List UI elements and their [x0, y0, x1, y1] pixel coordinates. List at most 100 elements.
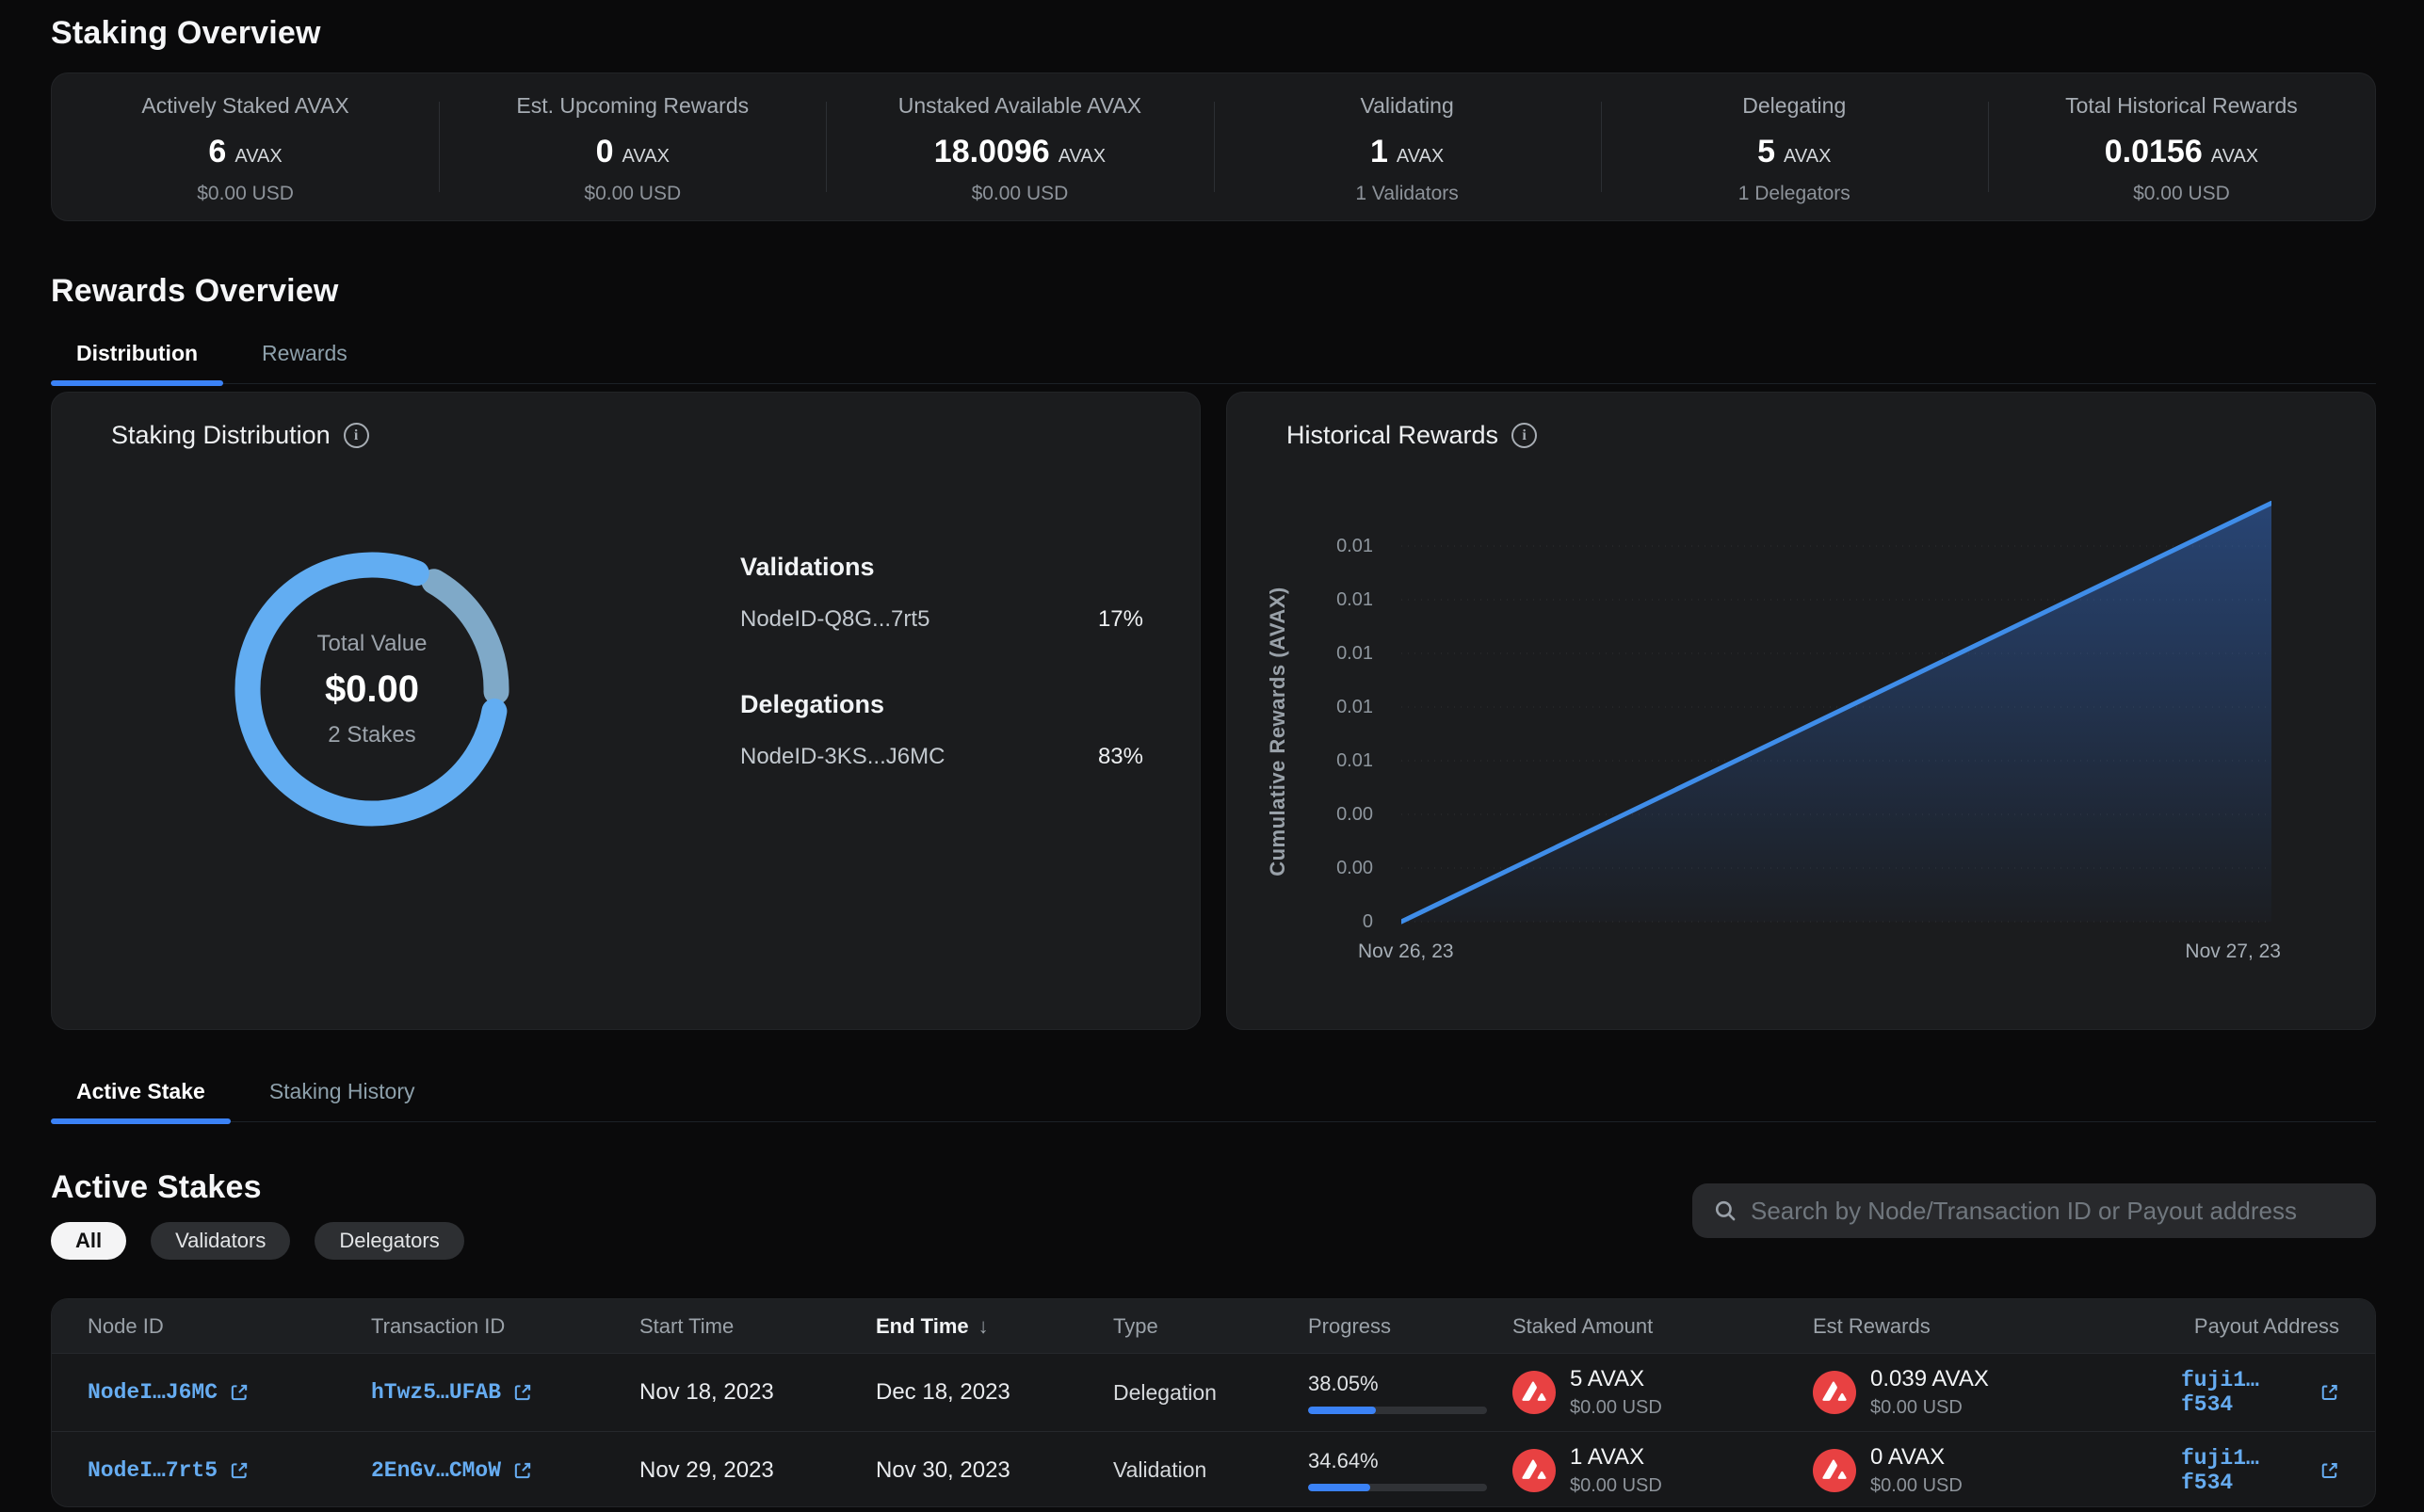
staked-amount: 5 AVAX: [1570, 1366, 1645, 1391]
y-axis-tick: 0.01: [1336, 589, 1373, 610]
progress-bar: [1308, 1406, 1487, 1414]
staked-amount-cell: 5 AVAX $0.00 USD: [1512, 1366, 1813, 1419]
progress-percent: 34.64%: [1308, 1449, 1379, 1472]
rewards-tabs: Distribution Rewards: [51, 335, 2376, 386]
filter-validators[interactable]: Validators: [151, 1222, 291, 1260]
col-est-rewards[interactable]: Est Rewards: [1813, 1313, 1931, 1338]
search-icon: [1715, 1200, 1736, 1221]
external-link-icon: [514, 1384, 531, 1401]
est-rewards: 0 AVAX: [1870, 1443, 1946, 1470]
stat-sub: 1 Validators: [1355, 182, 1459, 204]
delegations-block: Delegations NodeID-3KS...J6MC 83%: [740, 690, 1143, 770]
staked-amount: 1 AVAX: [1570, 1443, 1645, 1470]
col-staked-amount[interactable]: Staked Amount: [1512, 1313, 1654, 1338]
stat-label: Delegating: [1742, 92, 1847, 118]
external-link-icon: [2321, 1385, 2337, 1400]
col-start-time[interactable]: Start Time: [639, 1313, 735, 1338]
table-row[interactable]: NodeI…J6MC hTwz5…UFAB Nov 18, 2023 Dec 1…: [52, 1354, 2375, 1431]
est-rewards-cell: 0 AVAX $0.00 USD: [1813, 1444, 2181, 1497]
staked-usd: $0.00 USD: [1570, 1397, 1662, 1418]
stat-unit: AVAX: [234, 145, 283, 167]
stat-value: 6: [208, 133, 227, 169]
validation-item[interactable]: NodeID-Q8G...7rt5 17%: [740, 606, 1143, 633]
node-id-link[interactable]: NodeI…7rt5: [88, 1458, 371, 1483]
y-axis-tick: 0: [1362, 911, 1373, 932]
delegations-heading: Delegations: [740, 690, 885, 718]
staked-amount-cell: 1 AVAX $0.00 USD: [1512, 1444, 1813, 1497]
stat-sub: $0.00 USD: [971, 182, 1069, 204]
avax-token-icon: [1813, 1448, 1856, 1492]
payout-address-link[interactable]: fuji1…f534: [2181, 1446, 2339, 1495]
stat-value: 0.0156: [2104, 133, 2203, 169]
start-time: Nov 29, 2023: [639, 1456, 774, 1483]
staking-distribution-panel: Staking Distribution Total Value $0.00 2…: [51, 392, 1201, 1030]
end-time: Nov 30, 2023: [876, 1456, 1010, 1483]
validation-node-id: NodeID-Q8G...7rt5: [740, 606, 930, 632]
col-type[interactable]: Type: [1113, 1313, 1158, 1338]
stake-tabs: Active Stake Staking History: [51, 1073, 2376, 1124]
col-progress[interactable]: Progress: [1308, 1313, 1392, 1338]
progress-cell: 38.05%: [1308, 1372, 1512, 1414]
est-rewards-usd: $0.00 USD: [1870, 1397, 1963, 1418]
stat-validating: Validating 1 AVAX 1 Validators: [1213, 73, 1601, 220]
stat-sub: $0.00 USD: [2133, 182, 2230, 204]
payout-address-link[interactable]: fuji1…f534: [2181, 1368, 2339, 1417]
filter-all[interactable]: All: [51, 1222, 127, 1260]
stat-delegating: Delegating 5 AVAX 1 Delegators: [1600, 73, 1988, 220]
node-id-link[interactable]: NodeI…J6MC: [88, 1380, 371, 1405]
info-icon[interactable]: [343, 423, 369, 448]
stat-unit: AVAX: [1396, 145, 1445, 167]
col-node-id[interactable]: Node ID: [88, 1313, 164, 1338]
staking-distribution-title: Staking Distribution: [111, 421, 331, 449]
stat-unit: AVAX: [2210, 145, 2259, 167]
stat-sub: 1 Delegators: [1737, 182, 1850, 204]
table-row[interactable]: NodeI…7rt5 2EnGv…CMoW Nov 29, 2023 Nov 3…: [52, 1431, 2375, 1506]
stat-label: Validating: [1360, 92, 1454, 118]
stake-type: Validation: [1113, 1457, 1207, 1482]
stake-search[interactable]: [1692, 1183, 2376, 1238]
stat-label: Actively Staked AVAX: [141, 92, 349, 118]
avax-token-icon: [1512, 1371, 1556, 1414]
y-axis-ticks: 0.01 0.01 0.01 0.01 0.01 0.00 0.00 0: [1269, 487, 1386, 932]
stat-unstaked-available: Unstaked Available AVAX 18.0096 AVAX $0.0…: [826, 73, 1213, 220]
y-axis-tick: 0.01: [1336, 643, 1373, 664]
sort-desc-icon: ↓: [978, 1313, 989, 1338]
col-payout-address[interactable]: Payout Address: [2193, 1313, 2339, 1338]
rewards-line-chart: 0.01 0.01 0.01 0.01 0.01 0.00 0.00 0 Nov 26, 23…: [1336, 487, 2281, 962]
stat-sub: $0.00 USD: [197, 182, 294, 204]
active-stakes-table: Node ID Transaction ID Start Time End Ti…: [51, 1298, 2376, 1507]
donut-segment-delegations: [234, 552, 508, 827]
stat-label: Est. Upcoming Rewards: [516, 92, 750, 118]
end-time: Dec 18, 2023: [876, 1379, 1010, 1405]
col-transaction-id[interactable]: Transaction ID: [371, 1313, 506, 1338]
est-rewards: 0.039 AVAX: [1870, 1366, 1989, 1391]
y-axis-tick: 0.00: [1336, 858, 1373, 878]
progress-percent: 38.05%: [1308, 1371, 1379, 1395]
tab-distribution[interactable]: Distribution: [51, 335, 224, 386]
delegation-item[interactable]: NodeID-3KS...J6MC 83%: [740, 744, 1143, 770]
external-link-icon: [231, 1462, 248, 1478]
rewards-overview-title: Rewards Overview: [51, 273, 339, 309]
stat-upcoming-rewards: Est. Upcoming Rewards 0 AVAX $0.00 USD: [439, 73, 826, 220]
y-axis-tick: 0.01: [1336, 536, 1373, 556]
filter-delegators[interactable]: Delegators: [315, 1222, 464, 1260]
staking-overview-stats: Actively Staked AVAX 6 AVAX $0.00 USD Est…: [51, 72, 2376, 221]
stat-label: Total Historical Rewards: [2065, 92, 2298, 118]
x-axis-labels: Nov 26, 23 Nov 27, 23: [1358, 941, 2281, 963]
tab-rewards[interactable]: Rewards: [262, 341, 347, 365]
start-time: Nov 18, 2023: [639, 1379, 774, 1405]
est-rewards-cell: 0.039 AVAX $0.00 USD: [1813, 1366, 2181, 1419]
tab-active-stake[interactable]: Active Stake: [51, 1073, 231, 1124]
info-icon[interactable]: [1511, 423, 1538, 448]
tab-staking-history[interactable]: Staking History: [268, 1079, 415, 1103]
historical-rewards-title: Historical Rewards: [1286, 421, 1499, 449]
col-end-time[interactable]: End Time ↓: [876, 1313, 989, 1338]
search-input[interactable]: [1751, 1196, 2355, 1226]
staking-distribution-donut: Total Value $0.00 2 Stakes: [217, 534, 527, 844]
transaction-id-link[interactable]: 2EnGv…CMoW: [371, 1458, 639, 1483]
stat-unit: AVAX: [1058, 145, 1107, 167]
stake-filters: All Validators Delegators: [51, 1222, 464, 1260]
validation-percent: 17%: [1097, 606, 1143, 632]
transaction-id-link[interactable]: hTwz5…UFAB: [371, 1380, 639, 1405]
